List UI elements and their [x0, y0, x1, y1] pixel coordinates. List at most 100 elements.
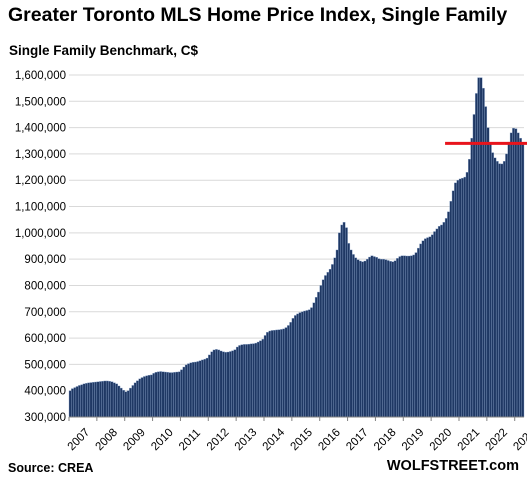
bar: [80, 384, 84, 418]
bar: [317, 291, 320, 418]
bar: [331, 264, 334, 418]
bar: [310, 307, 313, 418]
y-tick-label: 800,000: [24, 280, 66, 292]
bar: [189, 362, 193, 418]
bar: [108, 381, 111, 418]
bar: [484, 106, 488, 418]
bar: [263, 335, 267, 418]
bar: [479, 77, 483, 418]
x-tick-label: 2017: [344, 427, 371, 454]
bar: [270, 330, 274, 418]
bar: [73, 387, 77, 418]
bar: [170, 372, 174, 418]
bar: [115, 383, 118, 418]
x-tick-label: 2016: [316, 427, 343, 454]
bar: [314, 297, 318, 418]
bar: [143, 376, 146, 418]
bar: [389, 261, 392, 418]
x-tick-label: 2022: [483, 427, 510, 454]
bar: [235, 346, 239, 418]
bar: [447, 211, 450, 418]
x-tick-label: 2009: [121, 427, 148, 454]
bar: [403, 255, 406, 418]
bar: [184, 364, 188, 418]
bar: [166, 372, 169, 418]
x-tick-label: 2015: [288, 427, 315, 454]
x-tick-label: 2010: [149, 427, 176, 454]
bar: [289, 322, 293, 418]
bar: [175, 371, 179, 418]
y-tick-label: 1,300,000: [15, 149, 66, 161]
bar: [312, 302, 316, 418]
bar: [247, 343, 251, 418]
bar: [187, 363, 190, 418]
brand-watermark: WOLFSTREET.com: [386, 458, 519, 474]
bar: [194, 361, 197, 418]
bar: [352, 254, 355, 418]
bar: [493, 157, 497, 418]
bar: [421, 240, 425, 418]
bar: [231, 350, 234, 418]
bar: [215, 349, 218, 418]
bar: [500, 163, 504, 418]
y-tick-label: 700,000: [24, 307, 66, 319]
bar: [433, 231, 436, 418]
bar: [131, 385, 135, 418]
bar: [296, 313, 299, 418]
x-tick-label: 2012: [205, 427, 232, 454]
bar: [300, 311, 304, 418]
bar: [122, 389, 125, 418]
bar: [502, 161, 506, 418]
bar: [298, 312, 302, 418]
bar: [89, 382, 93, 418]
bar: [150, 374, 153, 418]
bar: [191, 362, 195, 418]
bar: [375, 257, 378, 418]
bar: [129, 387, 132, 418]
bar: [486, 127, 490, 418]
bar: [291, 318, 295, 418]
bar: [482, 87, 485, 418]
bar: [252, 343, 255, 418]
y-tick-label: 500,000: [24, 359, 66, 371]
bar: [294, 315, 297, 418]
bar: [328, 268, 332, 418]
bar: [119, 387, 123, 418]
bar: [222, 351, 225, 418]
bar: [305, 310, 309, 418]
y-tick-label: 600,000: [24, 333, 66, 345]
chart-title: Greater Toronto MLS Home Price Index, Si…: [8, 4, 508, 26]
bar: [359, 260, 362, 418]
bar: [154, 372, 158, 418]
x-tick-label: 2008: [93, 427, 120, 454]
bar: [428, 236, 432, 418]
bar: [268, 330, 272, 418]
y-tick-label: 900,000: [24, 254, 66, 266]
bar: [147, 374, 151, 418]
bar: [180, 369, 183, 418]
bar: [345, 227, 348, 418]
bar: [152, 373, 156, 418]
bar: [396, 258, 399, 418]
bar: [321, 279, 325, 418]
bar: [519, 137, 522, 418]
bar: [78, 385, 81, 418]
bar: [196, 361, 200, 418]
bar: [333, 257, 337, 418]
bar: [242, 344, 246, 418]
bar: [454, 182, 457, 418]
bar: [386, 260, 390, 418]
bar: [472, 114, 476, 418]
bar: [96, 381, 100, 418]
bar: [229, 351, 232, 418]
x-tick-label: 2018: [372, 427, 399, 454]
bar: [509, 132, 513, 418]
bar: [407, 255, 411, 418]
y-tick-label: 300,000: [24, 412, 66, 424]
bar: [75, 386, 79, 418]
bar: [87, 382, 91, 418]
bar: [495, 161, 499, 418]
bar: [205, 357, 209, 418]
bar: [426, 237, 429, 418]
